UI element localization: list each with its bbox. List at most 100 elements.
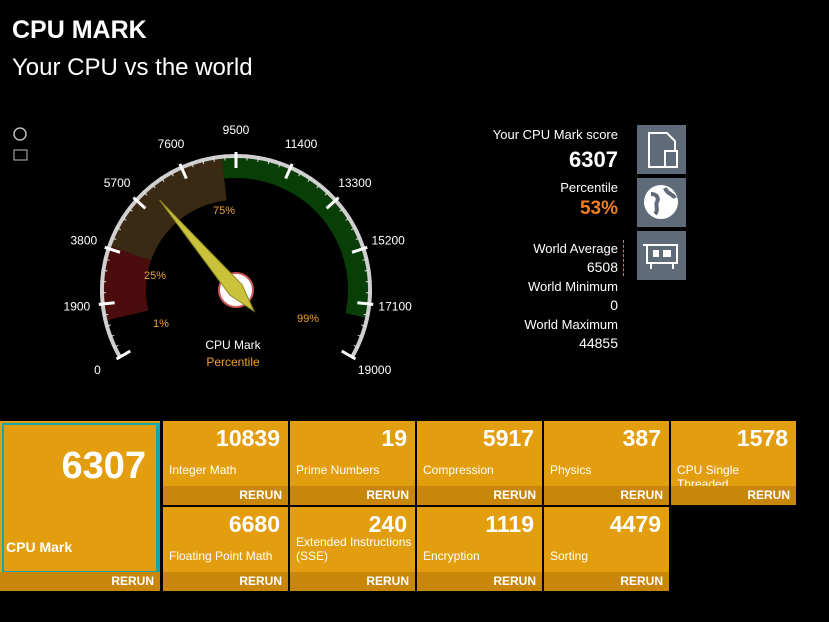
rerun-button[interactable]: RERUN xyxy=(747,488,790,502)
world-average: 6508 xyxy=(586,259,618,275)
details-button[interactable] xyxy=(637,125,686,174)
minor-tick xyxy=(316,183,321,189)
rerun-button[interactable]: RERUN xyxy=(366,574,409,588)
rerun-button[interactable]: RERUN xyxy=(493,574,536,588)
main-value: 6307 xyxy=(61,445,146,487)
tick-label: 17100 xyxy=(378,300,412,314)
minor-tick xyxy=(142,190,148,196)
tick-label: 7600 xyxy=(158,137,185,151)
average-marker xyxy=(623,240,624,276)
percentile-label: 25% xyxy=(144,270,166,282)
rerun-button[interactable]: RERUN xyxy=(366,488,409,502)
tick-label: 13300 xyxy=(338,176,372,190)
rerun-button[interactable]: RERUN xyxy=(620,488,663,502)
test-label: Floating Point Math xyxy=(169,549,273,563)
minor-tick xyxy=(257,155,260,162)
minor-tick xyxy=(151,183,156,189)
minor-tick xyxy=(160,176,165,182)
minor-tick xyxy=(345,216,352,221)
test-value: 5917 xyxy=(482,425,534,451)
rerun-button[interactable]: RERUN xyxy=(239,574,282,588)
needle xyxy=(159,199,256,313)
tick-label: 9500 xyxy=(223,123,250,137)
test-value: 10839 xyxy=(216,425,280,451)
rerun-strip xyxy=(163,486,288,505)
test-tile[interactable]: 10839 Integer Math RERUN xyxy=(163,421,288,505)
test-tile[interactable]: 19 Prime Numbers RERUN xyxy=(290,421,415,505)
score: 6307 xyxy=(569,147,618,172)
rerun-strip xyxy=(417,572,542,591)
tick-label: 15200 xyxy=(371,234,405,248)
tick-label: 5700 xyxy=(104,176,131,190)
test-label: Integer Math xyxy=(169,463,237,477)
minor-tick xyxy=(361,324,368,328)
major-tick xyxy=(178,163,188,180)
minor-tick xyxy=(102,313,109,316)
minor-tick xyxy=(355,236,362,241)
rerun-strip xyxy=(290,486,415,505)
minor-tick xyxy=(364,269,371,272)
minor-tick xyxy=(307,176,312,182)
minor-tick xyxy=(201,158,205,165)
test-tile[interactable]: 1578 CPU Single Threaded RERUN xyxy=(671,421,796,505)
minor-tick xyxy=(224,154,226,161)
test-label: Prime Numbers xyxy=(296,463,380,477)
minor-tick xyxy=(110,236,117,241)
subtitle: Your CPU vs the world xyxy=(12,54,253,81)
world-maximum-label: World Maximum xyxy=(524,317,618,332)
rerun-button[interactable]: RERUN xyxy=(620,574,663,588)
percentile-label: Percentile xyxy=(560,180,618,195)
test-value: 387 xyxy=(622,425,661,451)
rerun-strip xyxy=(417,486,542,505)
test-tile[interactable]: 240 Extended Instructions (SSE) RERUN xyxy=(290,507,415,591)
test-tile[interactable]: 6680 Floating Point Math RERUN xyxy=(163,507,288,591)
major-tick xyxy=(115,349,132,361)
gauge-label: CPU Mark xyxy=(205,338,261,352)
rerun-button[interactable]: RERUN xyxy=(239,488,282,502)
tick-label: 19000 xyxy=(358,363,392,377)
test-value: 6680 xyxy=(228,511,280,537)
tick-label: 3800 xyxy=(70,234,97,248)
world-minimum: 0 xyxy=(610,297,618,313)
gauge-sublabel: Percentile xyxy=(206,355,260,369)
world-maximum: 44855 xyxy=(579,335,618,351)
gauge: 0 1900 3800 5700 7600 9500 11400 13300 15200 1710… xyxy=(13,123,412,377)
world-button[interactable] xyxy=(637,178,686,227)
rerun-button[interactable]: RERUN xyxy=(111,574,154,588)
rerun-button[interactable]: RERUN xyxy=(493,488,536,502)
test-label: Sorting xyxy=(550,549,589,563)
minor-tick xyxy=(127,207,133,212)
test-value: 1119 xyxy=(485,511,534,537)
rerun-strip xyxy=(671,486,796,505)
hardware-button[interactable] xyxy=(637,231,686,280)
test-value: 1578 xyxy=(736,425,788,451)
major-tick xyxy=(104,245,121,254)
minor-tick xyxy=(363,313,370,316)
main-label: CPU Mark xyxy=(6,539,73,555)
test-tile[interactable]: 5917 Compression RERUN xyxy=(417,421,542,505)
minor-tick xyxy=(353,344,360,349)
tool-icons[interactable] xyxy=(13,127,28,161)
minor-tick xyxy=(101,269,108,272)
minor-tick xyxy=(103,258,110,261)
minor-tick xyxy=(190,161,194,168)
main-tile[interactable]: 6307 CPU Mark RERUN xyxy=(0,421,160,591)
rerun-strip xyxy=(290,572,415,591)
test-tile[interactable]: 4479 Sorting RERUN xyxy=(544,507,669,591)
test-value: 240 xyxy=(368,511,407,537)
test-tile[interactable]: 387 Physics RERUN xyxy=(544,421,669,505)
score-label: Your CPU Mark score xyxy=(492,127,618,142)
major-tick xyxy=(340,349,357,361)
tick-label: 0 xyxy=(94,363,101,377)
minor-tick xyxy=(104,324,111,328)
major-tick xyxy=(98,301,115,306)
test-label: Compression xyxy=(423,463,494,477)
minor-tick xyxy=(298,170,302,177)
tick-label: 1900 xyxy=(64,300,91,314)
gauge-band xyxy=(222,158,368,318)
minor-tick xyxy=(212,155,215,162)
test-tile[interactable]: 1119 Encryption RERUN xyxy=(417,507,542,591)
test-value: 4479 xyxy=(609,511,661,537)
minor-tick xyxy=(350,226,357,231)
minor-tick xyxy=(115,226,122,231)
